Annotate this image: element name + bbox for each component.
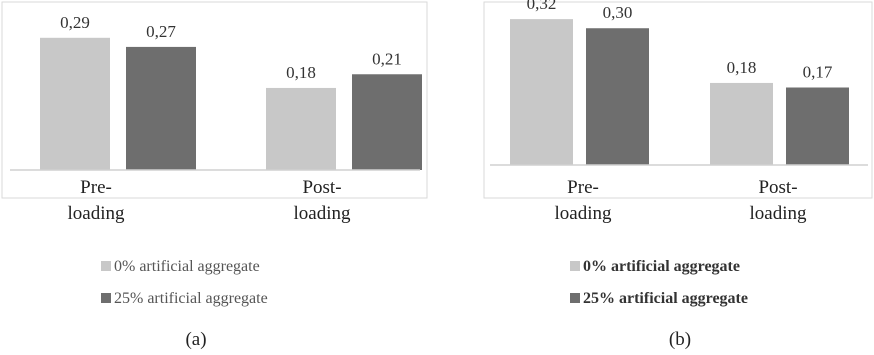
panel-a-data-label-0-1: 0,27 [146,22,176,41]
panel-b-tick-label-1: Post-loading [750,177,807,224]
panel-b-legend-swatch-1 [570,293,580,303]
panel-b-bar-1-0 [710,82,773,165]
panel-b-legend-item-1: 25% artificial aggregate [570,290,748,307]
panel-a-bar-1-0 [266,87,336,170]
panel-a-legend-swatch-1 [101,293,111,303]
panel-b-tick-label-1-line-1: loading [750,203,807,224]
panel-b: 0,32 0,300,18 0,17 Pre-loadingPost-loading… [483,0,873,350]
panel-b-bars [510,19,849,166]
panel-a-tick-label-0: Pre-loading [68,177,125,224]
panel-a-data-labels: 0,29 0,27 0,18 0,21 [60,13,402,82]
panel-a-tick-label-0-line-1: loading [68,203,125,224]
panel-b-tick-label-0-line-0: Pre- [567,177,599,198]
panel-b-legend-label-1: 25% artificial aggregate [583,290,748,307]
panel-a-legend-item-0: 0% artificial aggregate [101,258,260,275]
panel-a-bar-0-0 [40,37,110,171]
panel-b-legend-label-0: 0% artificial aggregate [583,258,740,275]
panel-a-tick-label-1-line-0: Post- [302,177,341,198]
panel-b-data-label-0-0: 0,32 [527,0,557,13]
panel-a-legend-label-0: 0% artificial aggregate [114,258,260,275]
panel-a: 0,29 0,270,180,21 Pre-loadingPost-loading… [1,1,428,350]
panel-a-data-label-0-0: 0,29 [60,13,90,32]
panel-b-bar-0-1 [586,28,649,166]
panel-b-data-label-1-0: 0,18 [727,58,757,77]
panel-a-tick-label-1-line-1: loading [294,203,351,224]
panel-b-tick-label-1-line-0: Post- [758,177,797,198]
panel-b-legend-item-0: 0% artificial aggregate [570,258,740,275]
panel-b-bar-1-1 [786,87,849,165]
panel-b-data-labels: 0,32 0,30 0,18 0,17 [527,0,833,82]
panel-a-legend-label-1: 25% artificial aggregate [114,290,268,307]
panel-b-bar-0-0 [510,19,573,166]
panel-a-tick-label-0-line-0: Pre- [80,177,112,198]
panel-b-data-label-1-1: 0,17 [803,63,833,82]
panel-a-bar-0-1 [126,46,196,170]
panel-a-tick-label-1: Post-loading [294,177,351,224]
panel-a-bars [40,37,422,171]
panel-b-legend: 0% artificial aggregate 25% artificial a… [570,258,748,307]
panel-a-bar-1-1 [352,74,422,170]
panel-a-label: (a) [185,329,206,350]
panel-a-legend-item-1: 25% artificial aggregate [101,290,268,307]
panel-a-legend-swatch-0 [101,261,111,271]
panel-b-legend-swatch-0 [570,261,580,271]
panel-b-label: (b) [669,329,691,350]
panel-a-legend: 0% artificial aggregate 25% artificial a… [101,258,268,307]
panel-b-data-label-0-1: 0,30 [603,3,633,22]
panel-b-tick-label-0: Pre-loading [555,177,612,224]
panel-b-tick-label-0-line-1: loading [555,203,612,224]
panel-a-data-label-1-1: 0,21 [372,49,402,68]
panel-a-data-label-1-0: 0,18 [286,63,316,82]
